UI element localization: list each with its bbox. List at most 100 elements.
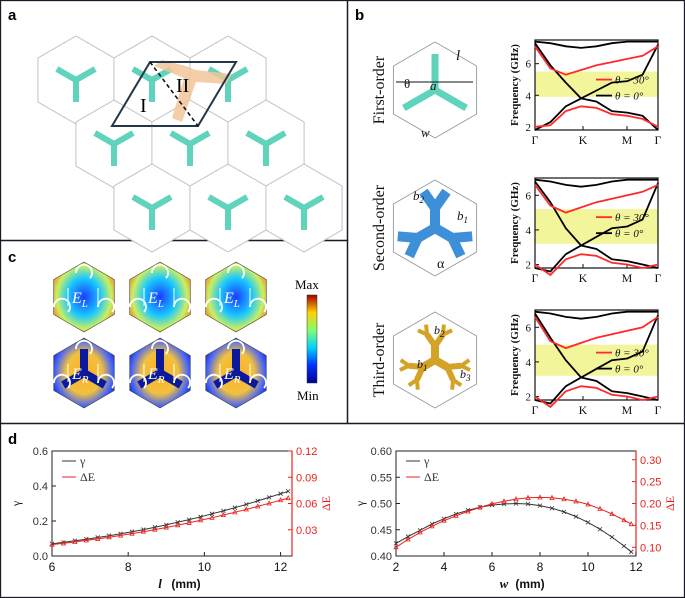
d-series-marker-x — [285, 488, 291, 494]
circulation-arrow — [129, 297, 147, 313]
d-y2tick-label: 0.10 — [640, 542, 661, 554]
d-series-marker-x — [561, 509, 567, 515]
d-ytick-label: 0.6 — [33, 446, 48, 458]
panel-c-label: c — [8, 249, 16, 266]
circulation-arrow — [205, 297, 223, 313]
d-series-marker-triangle — [197, 517, 204, 523]
bandgap-region — [535, 344, 658, 376]
d-series-marker-triangle — [489, 500, 495, 506]
d-series-marker-x — [609, 534, 615, 540]
second-order-stem-arm-1 — [415, 223, 438, 243]
d-series-marker-triangle — [429, 523, 435, 529]
d-y2tick-label: 0.15 — [640, 520, 661, 532]
panel-b-label: b — [355, 7, 364, 24]
first-order-tripod-arm-1 — [402, 86, 437, 112]
field-label-sub: L — [233, 298, 240, 310]
band-chart-frame — [534, 309, 659, 401]
d-series-marker-triangle — [209, 514, 215, 520]
lattice-tripod-arm-2 — [131, 194, 154, 211]
symbol-b2: b2 — [413, 188, 425, 205]
d-series-marker-triangle — [513, 496, 519, 502]
d-series-marker-triangle — [140, 528, 147, 534]
region-II-label: II — [176, 75, 189, 97]
band-legend-label: θ = 30° — [615, 212, 649, 224]
circulation-arrow — [173, 297, 191, 313]
d-series-marker-x — [209, 511, 215, 517]
band-ylabel: Frequency (GHz) — [509, 44, 521, 126]
band-ytick-label: 4 — [526, 357, 532, 369]
circulation-arrow — [249, 297, 267, 313]
d-series-marker-triangle — [95, 535, 101, 541]
band-ytick-label: 4 — [526, 225, 532, 237]
band-curve-theta0-lower — [534, 244, 659, 273]
band-ytick-label: 4 — [526, 90, 532, 102]
third-order-branch — [424, 332, 438, 348]
d-xunit: (mm) — [515, 577, 544, 591]
d-xtick-label: 6 — [49, 560, 56, 574]
highlighted-tripod — [154, 60, 232, 122]
circulation-arrow — [53, 297, 71, 313]
d-series-marker-triangle — [266, 500, 272, 506]
band-xtick-label: Γ — [655, 133, 662, 147]
band-curve-theta30-upper — [534, 316, 659, 350]
order-label: Second-order — [371, 184, 388, 271]
d-series-marker-triangle — [243, 506, 249, 512]
d-series-marker-triangle — [609, 510, 615, 516]
circulation-arrow — [97, 373, 115, 389]
band-curve-theta0-lower — [534, 376, 659, 405]
band-legend-label: θ = 0° — [615, 228, 644, 240]
circulation-arrow — [151, 263, 169, 279]
lattice-tripod-arm-1 — [112, 130, 135, 147]
symbol-a: a — [430, 78, 437, 93]
d-xtick-label: 4 — [441, 560, 448, 574]
symbol-b1: b1 — [457, 208, 468, 225]
d-xlabel: w — [500, 576, 509, 591]
d-series-marker-x — [628, 549, 634, 555]
d-series-marker-triangle — [549, 494, 555, 500]
band-chart-frame — [534, 177, 659, 269]
d-ylabel: γ — [9, 500, 23, 507]
d-series-marker-triangle — [72, 538, 78, 544]
band-ytick-label: 2 — [526, 122, 532, 134]
d-series-marker-triangle — [186, 519, 192, 525]
d-series-marker-x — [198, 514, 203, 520]
d-legend-gamma: γ — [79, 454, 86, 468]
d-series-marker-triangle — [83, 537, 89, 543]
d-series-marker-triangle — [561, 496, 567, 502]
band-ytick-label: 2 — [526, 392, 532, 404]
d-xtick-label: 12 — [629, 560, 643, 574]
field-label-sub: L — [157, 298, 164, 310]
region-I-label: I — [140, 95, 147, 117]
third-order-twig — [451, 378, 463, 388]
third-order-twig — [441, 324, 446, 335]
symbol-b2: b2 — [434, 323, 445, 339]
band-xtick-label: Γ — [532, 271, 539, 285]
band-curve-theta30-lower — [534, 385, 659, 409]
unit-cell: I II — [110, 61, 238, 127]
d-xtick-label: 10 — [198, 560, 212, 574]
band-ytick-label: 6 — [526, 190, 532, 202]
lattice-tripod-arm-1 — [150, 194, 173, 211]
band-curve-theta0-top — [534, 40, 658, 49]
d-ytick-label: 0.55 — [371, 472, 392, 484]
circulation-arrow — [53, 373, 71, 389]
band-xtick-label: M — [622, 133, 633, 147]
band-ylabel: Frequency (GHz) — [509, 182, 521, 264]
colorbar-min: Min — [297, 388, 319, 403]
lattice-tripod-arm-1 — [226, 66, 249, 83]
d-series-marker-triangle — [417, 529, 423, 535]
d-series-marker-triangle — [285, 495, 291, 501]
d-series-marker-triangle — [405, 536, 411, 542]
d-ytick-label: 0.50 — [371, 499, 392, 511]
d-legend-deltaE: ΔE — [424, 470, 439, 484]
d-legend-deltaE: ΔE — [80, 470, 95, 484]
bandgap-region — [535, 71, 658, 97]
symbol-b1: b1 — [417, 357, 428, 373]
symbol-theta: θ — [404, 76, 410, 91]
d-series-marker-x — [266, 495, 272, 500]
lattice-tripod-arm-1 — [302, 194, 325, 211]
d-series-marker-triangle — [501, 498, 507, 504]
lattice-tripod-arm-2 — [93, 130, 116, 147]
d-y2tick-label: 0.12 — [296, 446, 317, 458]
